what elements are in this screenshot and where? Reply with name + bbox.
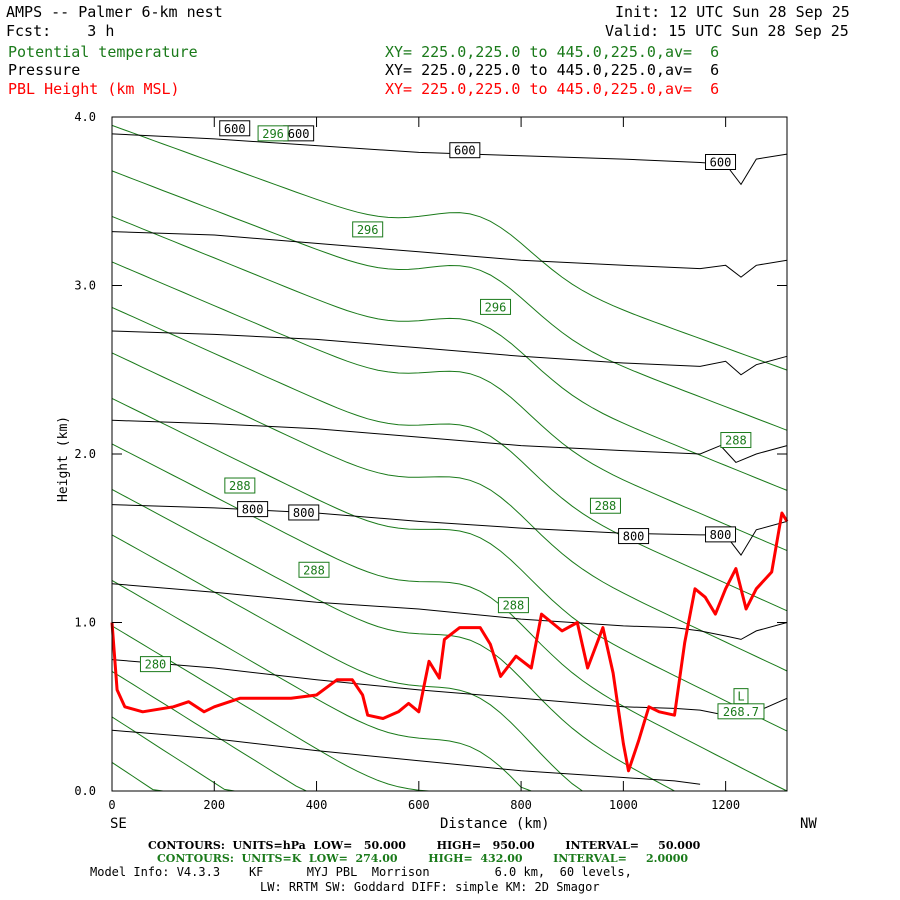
pressure-contour-650	[111, 231, 788, 278]
theta-label-box	[352, 221, 384, 238]
contour-labels: 600 600 600 600 800 800 800 800 296 296 296 288 288 2…	[139, 120, 765, 720]
forecast-hour: Fcst: 3 h	[6, 22, 115, 40]
footer-model-info: Model Info: V4.3.3 KF MYJ PBL Morrison 6…	[90, 865, 632, 879]
x-tick-label: 200	[203, 798, 225, 812]
pressure-label: 800	[293, 506, 315, 520]
y-tick-label: 1.0	[74, 616, 96, 630]
pressure-contour-850	[111, 583, 788, 640]
field-theta-name: Potential temperature	[8, 43, 198, 61]
init-time: Init: 12 UTC Sun 28 Sep 25	[615, 3, 850, 21]
theta-label-box	[589, 497, 621, 514]
pressure-label: 600	[710, 155, 732, 169]
theta-label-box	[224, 477, 256, 494]
theta-contour-line	[111, 397, 788, 732]
theta-label: 296	[262, 127, 284, 141]
field-theta-xy: XY= 225.0,225.0 to 445.0,225.0,av= 6	[385, 43, 720, 61]
pressure-label-box	[237, 501, 269, 518]
pressure-label: 600	[224, 122, 246, 136]
theta-contour-line	[111, 170, 788, 431]
theta-label-box	[257, 125, 289, 142]
x-tick-label: 600	[408, 798, 430, 812]
pressure-label: 800	[710, 528, 732, 542]
footer-physics: LW: RRTM SW: Goddard DIFF: simple KM: 2D…	[260, 880, 600, 894]
x-axis-left-end-label: SE	[110, 816, 127, 832]
pressure-label-box	[618, 528, 650, 545]
theta-label: 288	[303, 563, 325, 577]
x-tick-label: 0	[108, 798, 115, 812]
theta-label-box	[480, 298, 512, 315]
x-tick-label: 400	[306, 798, 328, 812]
theta-contour-line	[111, 124, 788, 371]
plot-title: AMPS -- Palmer 6-km nest	[6, 3, 223, 21]
pressure-label-box	[705, 526, 737, 543]
theta-contour-line	[111, 670, 787, 792]
valid-time: Valid: 15 UTC Sun 28 Sep 25	[605, 22, 849, 40]
y-tick-label: 2.0	[74, 447, 96, 461]
plot-frame	[111, 116, 788, 792]
pressure-contour-600	[111, 133, 788, 186]
field-pressure-xy: XY= 225.0,225.0 to 445.0,225.0,av= 6	[385, 61, 720, 79]
theta-label-box	[733, 688, 749, 705]
x-axis-title: Distance (km)	[440, 816, 550, 832]
pressure-contour-950	[111, 729, 701, 785]
theta-contour-line	[111, 716, 787, 792]
theta-contours	[111, 124, 788, 792]
pressure-contour-700	[111, 330, 788, 376]
theta-label: 288	[725, 434, 747, 448]
x-tick-label: 800	[510, 798, 532, 812]
pressure-label-box	[288, 504, 320, 521]
pressure-label: 600	[454, 144, 476, 158]
pbl-height-line	[110, 511, 789, 773]
pressure-label: 800	[242, 503, 264, 517]
pressure-label-box	[705, 153, 737, 170]
theta-label-box	[720, 432, 752, 449]
theta-label: 296	[485, 300, 507, 314]
y-axis-title: Height (km)	[56, 416, 71, 502]
theta-contour-line	[111, 261, 788, 552]
theta-label: 280	[145, 658, 167, 672]
theta-label-box	[139, 656, 171, 673]
y-tick-label: 4.0	[74, 110, 96, 124]
x-tick-label: 1200	[711, 798, 740, 812]
field-pbl-xy: XY= 225.0,225.0 to 445.0,225.0,av= 6	[385, 80, 720, 98]
field-pbl-name: PBL Height (km MSL)	[8, 80, 180, 98]
x-axis-right-end-label: NW	[800, 816, 817, 832]
field-pressure-name: Pressure	[8, 61, 81, 79]
theta-contour-line	[111, 443, 788, 792]
theta-contour-line	[111, 761, 787, 792]
pressure-label: 600	[288, 127, 310, 141]
pressure-contour-750	[111, 419, 788, 463]
x-tick-label: 1000	[609, 798, 638, 812]
pbl-height-series	[110, 511, 789, 773]
theta-label: 288	[503, 599, 525, 613]
theta-contour-line	[111, 534, 787, 792]
theta-label: 268.7	[723, 705, 759, 719]
axes: 0 200 400 600 800 1000 1200 0.0 1.0 2.0 3.0 4.0	[74, 110, 787, 812]
y-tick-label: 0.0	[74, 784, 96, 798]
theta-label: L	[737, 690, 744, 704]
pressure-label-box	[219, 120, 251, 137]
theta-contour-line	[111, 352, 788, 672]
y-tick-label: 3.0	[74, 279, 96, 293]
theta-contour-line	[111, 215, 788, 491]
theta-label: 288	[229, 479, 251, 493]
theta-contour-line	[111, 306, 788, 612]
footer-contours-pressure: CONTOURS: UNITS=hPa LOW= 50.000 HIGH= 95…	[148, 839, 701, 852]
theta-label-box	[298, 561, 330, 578]
theta-label-box	[497, 597, 529, 614]
pressure-label-box	[449, 142, 481, 159]
theta-label: 288	[595, 499, 617, 513]
footer-contours-theta: CONTOURS: UNITS=K LOW= 274.00 HIGH= 432.…	[157, 852, 689, 865]
pressure-label: 800	[623, 530, 645, 544]
theta-label: 296	[357, 223, 379, 237]
